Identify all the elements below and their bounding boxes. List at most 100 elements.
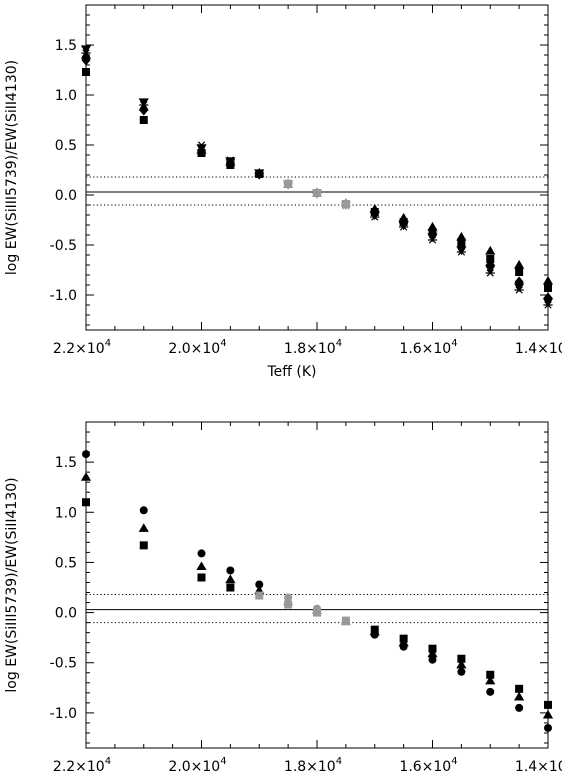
data-point	[457, 667, 466, 676]
data-point	[254, 169, 264, 177]
data-point	[139, 541, 148, 550]
x-tick-label-mantissa: 2.2×10	[53, 341, 105, 357]
data-point	[82, 450, 90, 459]
x-tick-label: 1.6×104	[399, 338, 457, 357]
data-point	[514, 286, 524, 294]
data-point	[197, 549, 206, 558]
data-point	[399, 634, 408, 643]
data-point	[312, 189, 322, 197]
data-point	[427, 233, 438, 243]
x-tick-label: 2.2×104	[53, 338, 111, 357]
data-point	[138, 523, 149, 532]
data-point	[139, 101, 149, 109]
data-point	[226, 583, 235, 592]
x-axis-label: Teff (K)	[267, 364, 317, 380]
data-point	[515, 703, 524, 712]
y-tick-label: -0.5	[50, 656, 77, 672]
data-point	[196, 561, 207, 571]
data-point	[196, 144, 207, 154]
y-tick-label: 0.5	[55, 138, 77, 154]
data-point	[486, 255, 495, 263]
data-point	[80, 45, 92, 55]
bottom-panel: 2.2×1042.0×1041.8×1041.6×1041.4×1041.51.…	[4, 421, 562, 775]
data-point	[485, 265, 496, 275]
data-point	[80, 472, 92, 481]
data-point	[457, 654, 466, 663]
data-point	[139, 116, 148, 124]
data-point	[542, 709, 554, 719]
series-circle	[82, 450, 552, 732]
data-point	[82, 68, 90, 76]
data-point	[485, 675, 496, 685]
x-tick-label-mantissa: 2.0×10	[168, 759, 220, 775]
data-point	[428, 644, 437, 653]
data-point	[543, 301, 553, 309]
x-tick-label-mantissa: 1.6×10	[399, 341, 451, 357]
plot-frame	[85, 4, 549, 331]
x-tick-label: 1.4×104	[515, 338, 562, 357]
data-point	[514, 691, 525, 701]
data-point	[485, 245, 496, 255]
y-axis-label: log EW(SiIII5739)/EW(SiII4130)	[4, 60, 20, 275]
series-square	[82, 68, 552, 292]
data-point	[341, 616, 350, 625]
data-point	[427, 648, 438, 658]
y-tick-label: 1.5	[55, 455, 77, 471]
series-asterisk	[81, 49, 553, 309]
y-tick-label: -1.0	[50, 288, 77, 304]
y-tick-label: 0.5	[55, 555, 77, 571]
data-point	[370, 625, 379, 634]
data-point	[197, 573, 206, 582]
data-point	[283, 179, 293, 187]
x-tick-label: 1.8×104	[284, 756, 342, 775]
x-tick-label-mantissa: 2.2×10	[53, 759, 105, 775]
data-point	[486, 670, 495, 679]
data-point	[82, 498, 90, 507]
series-triangle-up	[80, 49, 554, 285]
data-point	[226, 566, 235, 575]
data-point	[544, 723, 552, 732]
series-triangle-up	[80, 472, 554, 719]
data-point	[225, 156, 235, 164]
x-tick-label: 2.0×104	[168, 338, 226, 357]
x-tick-label: 1.8×104	[284, 338, 342, 357]
plot-frame	[85, 421, 549, 749]
data-point	[515, 268, 524, 276]
data-point	[255, 591, 264, 600]
data-point	[542, 298, 554, 308]
data-point	[341, 202, 351, 210]
x-tick-label: 1.6×104	[399, 756, 457, 775]
x-tick-label-exponent: 4	[451, 338, 457, 349]
data-point	[284, 600, 293, 609]
data-point	[427, 236, 438, 244]
data-point	[255, 580, 264, 589]
data-point	[369, 203, 380, 213]
data-point	[398, 212, 409, 222]
top-panel: 2.2×1042.0×1041.8×1041.6×1041.4×1041.51.…	[4, 4, 562, 380]
y-tick-label: 1.0	[55, 505, 77, 521]
x-tick-label-exponent: 4	[336, 338, 342, 349]
y-tick-label: 0.0	[55, 188, 77, 204]
y-tick-label: 0.0	[55, 606, 77, 622]
data-point	[225, 574, 236, 584]
x-tick-label-exponent: 4	[336, 756, 342, 767]
x-tick-label-mantissa: 1.8×10	[284, 759, 336, 775]
data-point	[80, 49, 92, 59]
data-point	[399, 223, 409, 231]
x-tick-label-exponent: 4	[105, 338, 111, 349]
data-point	[428, 655, 437, 664]
series-square	[82, 498, 552, 709]
y-tick-label: 1.0	[55, 88, 77, 104]
x-tick-label-exponent: 4	[220, 338, 226, 349]
x-tick-label-exponent: 4	[451, 756, 457, 767]
series-triangle-down	[80, 45, 554, 308]
data-point	[456, 231, 467, 241]
data-point	[139, 506, 148, 515]
x-tick-label-exponent: 4	[220, 756, 226, 767]
data-point	[370, 213, 380, 221]
data-point	[544, 284, 552, 292]
x-tick-label: 2.0×104	[168, 756, 226, 775]
x-tick-label-mantissa: 1.6×10	[399, 759, 451, 775]
data-point	[485, 269, 495, 277]
